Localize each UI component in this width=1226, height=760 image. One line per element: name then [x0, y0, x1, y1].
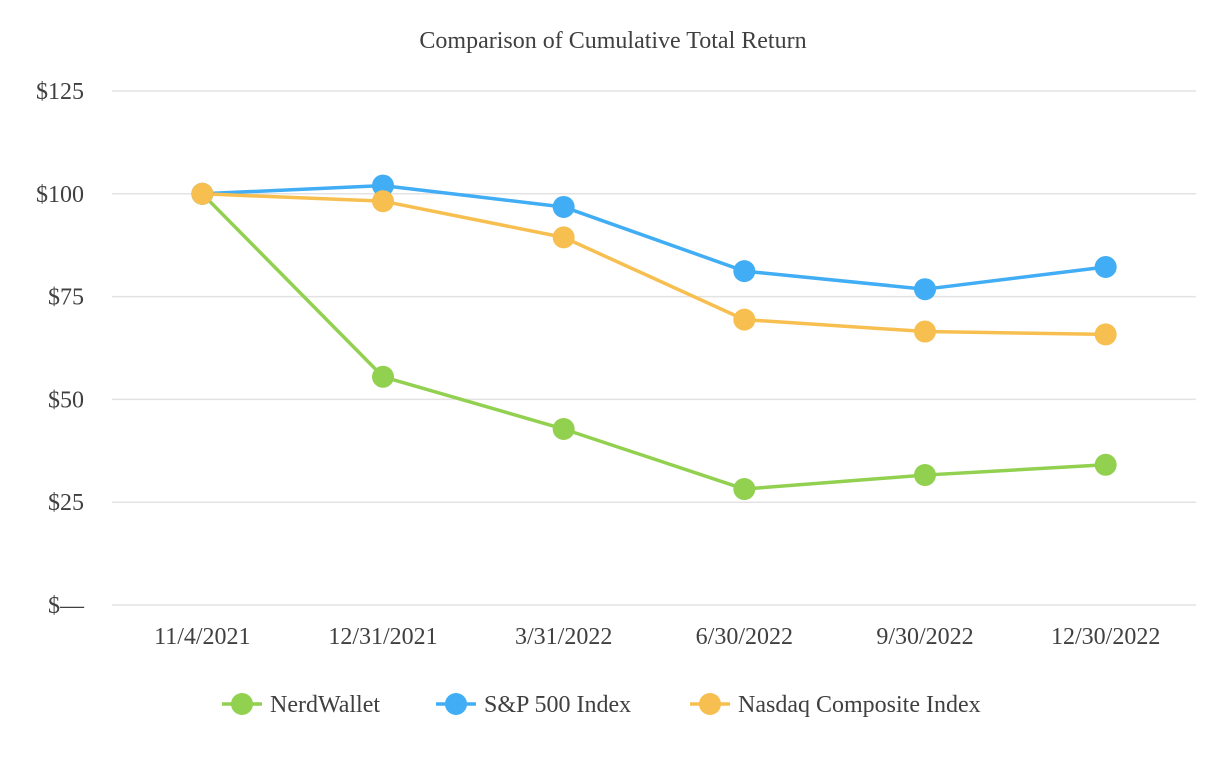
- y-tick-label: $125: [36, 79, 84, 105]
- legend-item-0: NerdWallet: [222, 692, 380, 718]
- data-point: [552, 226, 575, 249]
- series-line: [200, 192, 1108, 337]
- legend-marker: [445, 693, 467, 715]
- gridlines: [112, 90, 1196, 606]
- data-point: [372, 190, 394, 213]
- series-layer: [191, 174, 1117, 501]
- legend-marker: [699, 693, 721, 715]
- series-2: [200, 192, 1108, 337]
- data-point: [191, 182, 214, 205]
- series-0-points: [191, 182, 1117, 501]
- series-2-points: [191, 182, 1117, 346]
- x-tick-label: 11/4/2021: [154, 624, 250, 650]
- legend: NerdWallet S&P 500 Index Nasdaq Composite …: [222, 692, 981, 718]
- legend-item-1: S&P 500 Index: [436, 692, 631, 718]
- y-tick-label: $—: [48, 593, 85, 619]
- y-axis-ticks: $— $25 $50 $75 $100 $125: [36, 79, 85, 619]
- series-0: [200, 192, 1108, 491]
- legend-label: Nasdaq Composite Index: [738, 692, 981, 718]
- chart-title: Comparison of Cumulative Total Return: [419, 28, 806, 54]
- series-line: [200, 183, 1108, 291]
- series-line: [200, 192, 1108, 491]
- x-tick-label: 12/30/2022: [1051, 624, 1160, 650]
- data-point: [733, 260, 756, 283]
- legend-marker: [231, 693, 253, 715]
- x-axis-ticks: 11/4/2021 12/31/2021 3/31/2022 6/30/2022 9/3…: [154, 624, 1160, 650]
- y-tick-label: $100: [36, 182, 84, 208]
- legend-label: S&P 500 Index: [484, 692, 631, 718]
- data-point: [372, 365, 394, 388]
- data-point: [733, 308, 756, 331]
- series-1: [200, 183, 1108, 291]
- data-point: [552, 195, 575, 218]
- data-point: [914, 464, 936, 487]
- y-tick-label: $25: [48, 490, 84, 516]
- x-tick-label: 12/31/2021: [328, 624, 437, 650]
- y-tick-label: $50: [48, 387, 84, 413]
- data-point: [1094, 453, 1117, 476]
- legend-label: NerdWallet: [270, 692, 380, 718]
- data-point: [1094, 323, 1117, 346]
- x-tick-label: 9/30/2022: [876, 624, 973, 650]
- x-tick-label: 3/31/2022: [515, 624, 612, 650]
- data-point: [552, 418, 575, 441]
- y-tick-label: $75: [48, 285, 84, 311]
- data-point: [1094, 255, 1117, 278]
- data-point: [914, 320, 936, 343]
- x-tick-label: 6/30/2022: [696, 624, 793, 650]
- data-point: [733, 478, 756, 501]
- data-point: [372, 174, 394, 197]
- data-point: [914, 278, 936, 301]
- legend-item-2: Nasdaq Composite Index: [690, 692, 981, 718]
